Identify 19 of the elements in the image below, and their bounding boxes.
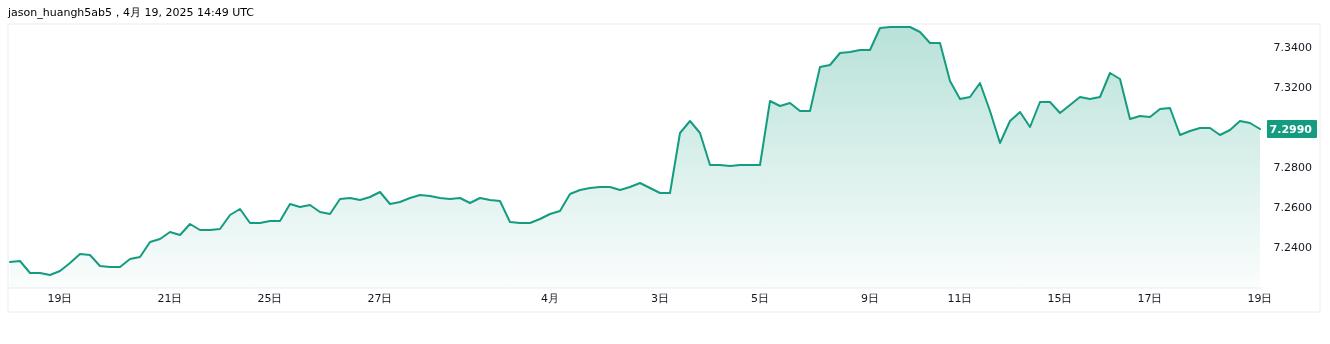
x-tick-label: 27日 <box>367 292 393 305</box>
x-tick-label: 4月 <box>541 292 559 305</box>
x-tick-label: 9日 <box>861 292 879 305</box>
x-tick-label: 15日 <box>1047 292 1073 305</box>
x-tick-label: 19日 <box>1247 292 1273 305</box>
x-tick-label: 11日 <box>947 292 973 305</box>
y-tick-label: 7.2400 <box>1273 241 1312 254</box>
x-tick-label: 5日 <box>751 292 769 305</box>
y-tick-label: 7.2600 <box>1273 201 1312 214</box>
x-tick-label: 17日 <box>1137 292 1163 305</box>
x-tick-label: 3日 <box>651 292 669 305</box>
y-tick-label: 7.3400 <box>1273 41 1312 54</box>
text: 7.2990 <box>1269 123 1313 136</box>
x-tick-label: 19日 <box>47 292 73 305</box>
y-tick-label: 7.3200 <box>1273 81 1312 94</box>
y-tick-label: 7.2800 <box>1273 161 1312 174</box>
x-tick-label: 25日 <box>257 292 283 305</box>
x-tick-label: 21日 <box>157 292 183 305</box>
chart-title: jason_huangh5ab5，4月 19, 2025 14:49 UTC <box>7 6 255 19</box>
